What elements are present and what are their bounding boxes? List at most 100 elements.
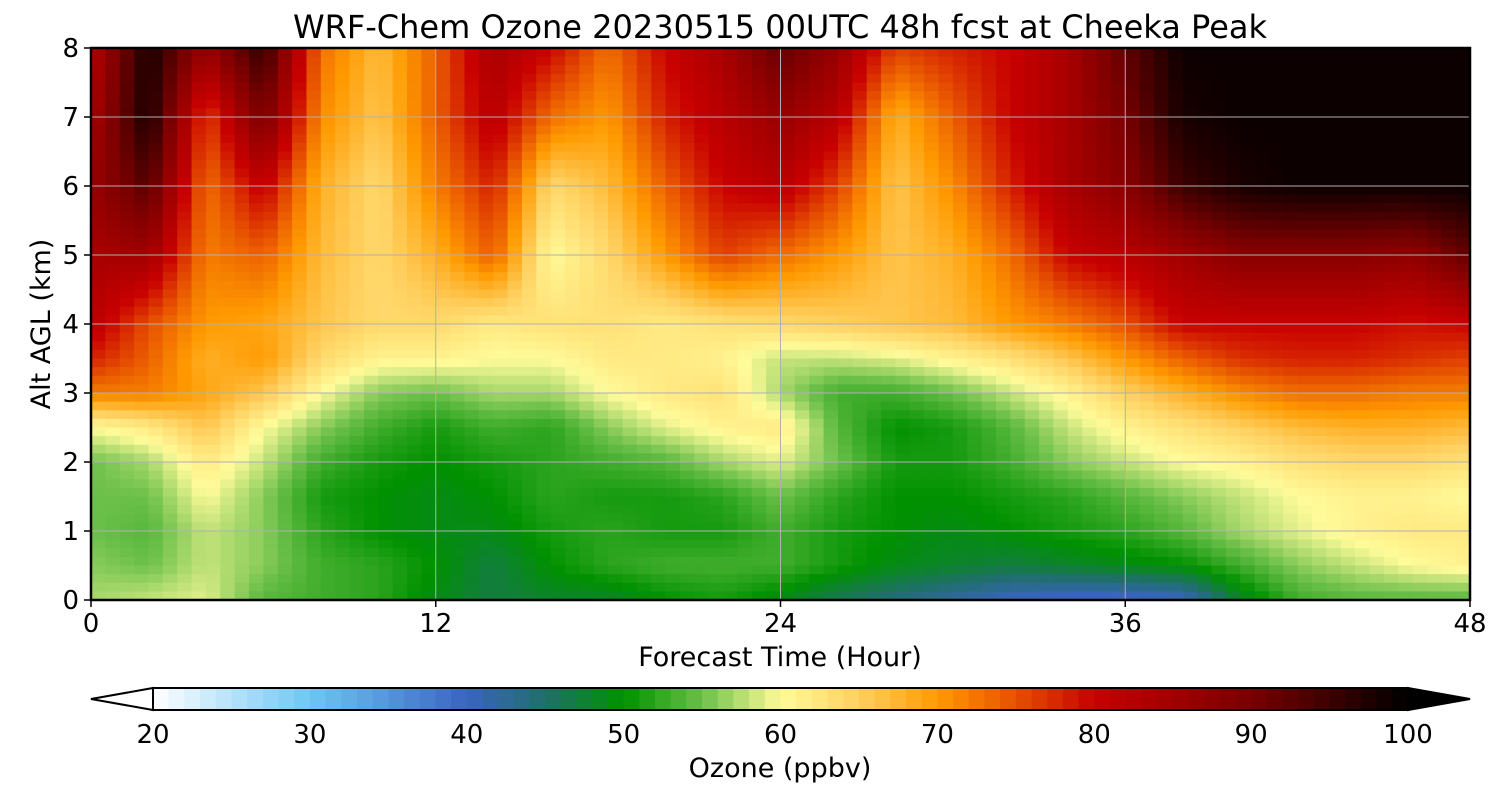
heatmap-cell <box>521 280 537 291</box>
heatmap-cell <box>1240 99 1256 109</box>
heatmap-cell <box>392 427 408 437</box>
heatmap-cell <box>134 108 150 118</box>
heatmap-cell <box>579 427 595 437</box>
heatmap-cell <box>363 427 379 437</box>
heatmap-cell <box>1383 160 1399 170</box>
heatmap-cell <box>1039 142 1055 153</box>
heatmap-cell <box>536 246 552 256</box>
heatmap-cell <box>1153 237 1169 247</box>
heatmap-cell <box>550 272 566 282</box>
heatmap-cell <box>981 263 997 273</box>
heatmap-cell <box>1268 255 1284 265</box>
heatmap-cell <box>119 324 135 334</box>
heatmap-cell <box>1039 48 1055 58</box>
heatmap-cell <box>277 487 293 498</box>
heatmap-cell <box>478 401 494 411</box>
heatmap-cell <box>622 401 638 411</box>
heatmap-cell <box>1182 427 1198 437</box>
heatmap-cell <box>550 151 566 161</box>
heatmap-cell <box>378 151 394 161</box>
heatmap-cell <box>1110 479 1126 489</box>
heatmap-cell <box>119 168 135 178</box>
heatmap-cell <box>292 410 308 420</box>
heatmap-cell <box>1067 315 1083 325</box>
heatmap-cell <box>464 255 480 265</box>
heatmap-cell <box>780 367 796 377</box>
heatmap-cell <box>1168 48 1184 58</box>
heatmap-cell <box>780 117 796 127</box>
heatmap-cell <box>1197 470 1213 480</box>
heatmap-cell <box>1426 220 1442 230</box>
heatmap-cell <box>995 237 1011 247</box>
heatmap-cell <box>565 91 580 101</box>
heatmap-cell <box>766 401 782 411</box>
heatmap-cell <box>737 160 753 170</box>
heatmap-cell <box>277 168 293 178</box>
heatmap-cell <box>1412 134 1428 144</box>
heatmap-cell <box>249 237 264 247</box>
heatmap-cell <box>205 306 221 316</box>
heatmap-cell <box>349 436 365 446</box>
heatmap-cell <box>1240 56 1256 66</box>
heatmap-cell <box>1125 349 1141 360</box>
heatmap-cell <box>521 99 537 109</box>
heatmap-cell <box>263 272 279 282</box>
heatmap-cell <box>550 462 566 472</box>
heatmap-cell <box>1168 315 1184 325</box>
heatmap-cell <box>708 444 724 454</box>
heatmap-cell <box>1211 401 1227 411</box>
heatmap-cell <box>421 91 437 101</box>
heatmap-cell <box>1211 255 1227 265</box>
heatmap-cell <box>1426 229 1442 239</box>
heatmap-cell <box>320 186 336 196</box>
heatmap-cell <box>478 91 494 101</box>
heatmap-cell <box>191 349 207 360</box>
heatmap-cell <box>363 358 379 368</box>
heatmap-cell <box>306 246 322 256</box>
heatmap-cell <box>1067 73 1083 84</box>
heatmap-cell <box>967 134 983 144</box>
heatmap-cell <box>1096 117 1112 127</box>
heatmap-cell <box>565 427 580 437</box>
heatmap-cell <box>249 203 264 213</box>
heatmap-cell <box>335 186 351 196</box>
heatmap-cell <box>378 462 394 472</box>
heatmap-cell <box>1053 280 1069 291</box>
heatmap-cell <box>1082 203 1098 213</box>
heatmap-cell <box>1039 470 1055 480</box>
heatmap-cell <box>464 375 480 385</box>
heatmap-cell <box>1211 117 1227 127</box>
heatmap-cell <box>292 99 308 109</box>
heatmap-cell <box>1039 91 1055 101</box>
heatmap-cell <box>392 229 408 239</box>
heatmap-cell <box>1254 237 1270 247</box>
heatmap-cell <box>134 393 150 403</box>
heatmap-cell <box>1369 99 1385 109</box>
heatmap-cell <box>378 479 394 489</box>
heatmap-cell <box>895 160 911 170</box>
heatmap-cell <box>1039 186 1055 196</box>
heatmap-cell <box>162 479 178 489</box>
heatmap-cell <box>866 65 882 75</box>
heatmap-cell <box>895 410 911 420</box>
heatmap-cell <box>1311 134 1327 144</box>
heatmap-cell <box>1110 332 1126 342</box>
heatmap-cell <box>263 246 279 256</box>
heatmap-cell <box>177 427 193 437</box>
heatmap-cell <box>407 82 422 92</box>
heatmap-cell <box>1240 142 1256 153</box>
heatmap-cell <box>464 470 480 480</box>
heatmap-cell <box>1297 289 1313 299</box>
heatmap-cell <box>1110 255 1126 265</box>
heatmap-cell <box>478 168 494 178</box>
heatmap-cell <box>277 375 293 385</box>
heatmap-cell <box>407 315 422 325</box>
heatmap-cell <box>1398 151 1414 161</box>
heatmap-cell <box>105 272 121 282</box>
heatmap-cell <box>723 324 738 334</box>
heatmap-cell <box>837 315 853 325</box>
heatmap-cell <box>1412 487 1428 498</box>
heatmap-cell <box>191 427 207 437</box>
heatmap-cell <box>105 177 121 187</box>
heatmap-cell <box>1182 341 1198 351</box>
